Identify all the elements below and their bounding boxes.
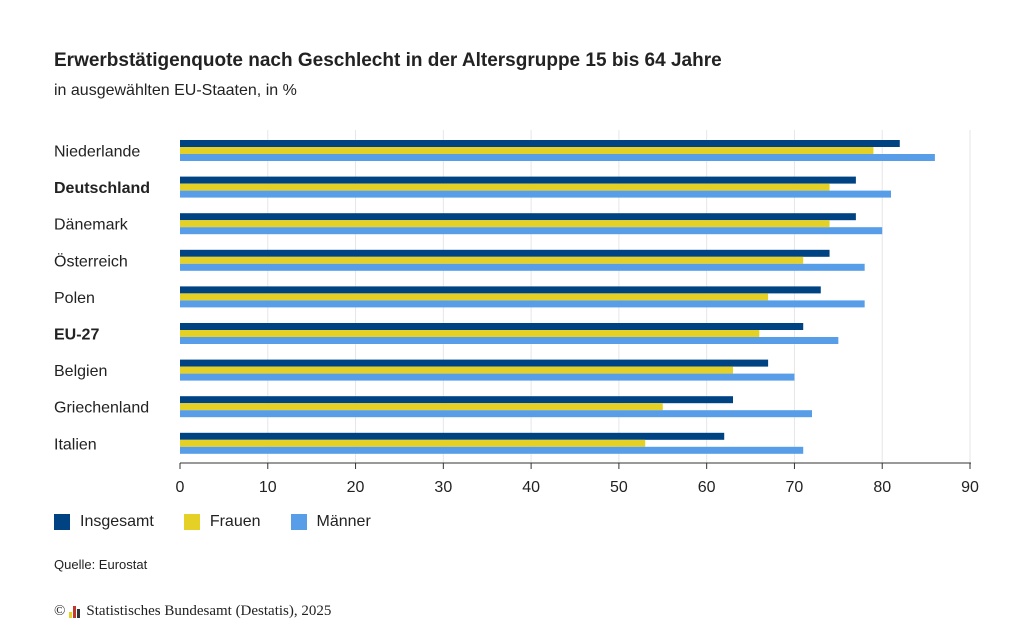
bar-chart: Niederlande Deutschland Dänemark Österreich… [54, 130, 979, 496]
x-tick-label: 0 [176, 479, 185, 496]
x-tick-label: 70 [786, 479, 804, 496]
destatis-logo-icon [69, 605, 81, 618]
bar-insgesamt[interactable] [180, 359, 769, 367]
bar-männer[interactable] [180, 190, 891, 198]
logo-bar [77, 608, 81, 618]
bar-männer[interactable] [180, 263, 865, 271]
bar-insgesamt[interactable] [180, 249, 830, 257]
bar-frauen[interactable] [180, 439, 646, 447]
x-tick-label: 20 [347, 479, 365, 496]
bar-frauen[interactable] [180, 293, 769, 301]
chart-subtitle: in ausgewählten EU-Staaten, in % [54, 82, 297, 99]
legend-swatch-frauen [183, 514, 200, 530]
bar-insgesamt[interactable] [180, 176, 856, 184]
category-label: Dänemark [54, 217, 129, 234]
legend-item-maenner[interactable]: Männer [290, 513, 371, 531]
category-label: Belgien [54, 363, 107, 380]
legend-swatch-maenner [290, 514, 307, 530]
footer-text: Statistisches Bundesamt (Destatis), 2025 [86, 603, 332, 619]
category-label: Österreich [54, 252, 128, 270]
bar-insgesamt[interactable] [180, 432, 725, 440]
bar-insgesamt[interactable] [180, 140, 900, 147]
x-tick-label: 30 [434, 479, 452, 496]
legend-item-insgesamt[interactable]: Insgesamt [54, 513, 154, 531]
category-label: Deutschland [54, 180, 150, 197]
category-label: EU-27 [54, 327, 99, 344]
legend-label-insgesamt: Insgesamt [80, 513, 154, 530]
category-label: Niederlande [54, 144, 140, 161]
bar-frauen[interactable] [180, 220, 830, 228]
copyright-icon: © [54, 603, 66, 619]
bar-frauen[interactable] [180, 330, 760, 337]
logo-bar [73, 605, 77, 618]
x-tick-label: 80 [873, 479, 891, 496]
bar-frauen[interactable] [180, 147, 874, 154]
bar-männer[interactable] [180, 300, 865, 308]
bar-männer[interactable] [180, 337, 839, 344]
category-label: Italien [54, 436, 97, 453]
bar-männer[interactable] [180, 410, 812, 418]
legend-item-frauen[interactable]: Frauen [183, 513, 261, 531]
chart-legend: Insgesamt Frauen Männer [54, 513, 401, 531]
bar-frauen[interactable] [180, 366, 733, 374]
copyright-footer: © Statistisches Bundesamt (Destatis), 20… [54, 603, 331, 620]
x-tick-label: 60 [698, 479, 716, 496]
bar-männer[interactable] [180, 446, 804, 454]
source-note: Quelle: Eurostat [54, 557, 148, 572]
x-tick-label: 10 [259, 479, 277, 496]
chart-title: Erwerbstätigenquote nach Geschlecht in d… [54, 50, 722, 71]
bar-männer[interactable] [180, 373, 795, 381]
bar-männer[interactable] [180, 227, 883, 235]
legend-swatch-insgesamt [54, 514, 70, 530]
logo-bar [69, 611, 73, 618]
bar-frauen[interactable] [180, 403, 663, 411]
bar-frauen[interactable] [180, 183, 830, 191]
bar-männer[interactable] [180, 154, 935, 161]
legend-label-frauen: Frauen [209, 513, 261, 530]
bar-frauen[interactable] [180, 256, 804, 264]
x-tick-label: 50 [610, 479, 628, 496]
bar-insgesamt[interactable] [180, 213, 856, 221]
bar-insgesamt[interactable] [180, 323, 804, 330]
bar-insgesamt[interactable] [180, 286, 821, 294]
x-tick-label: 90 [961, 479, 979, 496]
legend-label-maenner: Männer [316, 513, 371, 530]
bar-insgesamt[interactable] [180, 396, 733, 404]
category-label: Polen [54, 290, 95, 307]
category-label: Griechenland [54, 400, 149, 417]
x-tick-label: 40 [522, 479, 540, 496]
